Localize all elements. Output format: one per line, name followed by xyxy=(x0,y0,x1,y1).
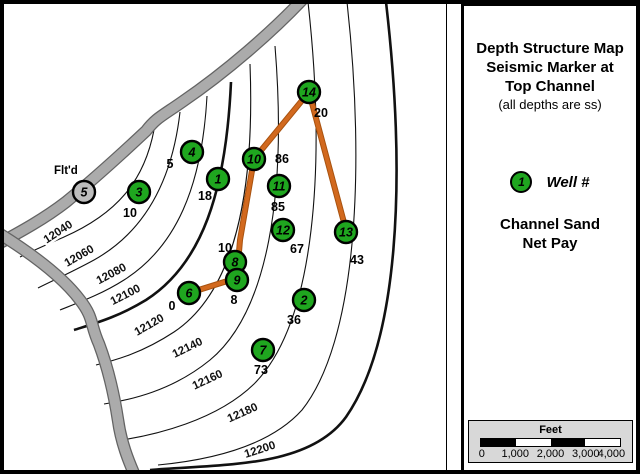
well-netpay-value: 18 xyxy=(198,189,212,203)
well-netpay-value: 86 xyxy=(275,152,289,166)
well-number: 10 xyxy=(247,153,261,167)
scale-segment xyxy=(585,439,620,446)
well-number: 9 xyxy=(234,274,241,288)
title-subtitle: (all depths are ss) xyxy=(498,97,602,112)
well-number: 4 xyxy=(188,146,196,160)
well-number: 1 xyxy=(215,173,222,187)
well-number: 3 xyxy=(136,186,143,200)
well-1: 118 xyxy=(198,166,231,203)
scale-segment xyxy=(550,439,586,446)
map-canvas: 1204012060120801210012120121401216012180… xyxy=(4,4,398,470)
contour-label: 12120 xyxy=(133,312,167,338)
contour-label: 12080 xyxy=(95,262,129,288)
channel-line xyxy=(306,89,349,233)
well-2: 236 xyxy=(287,287,317,327)
well-7: 773 xyxy=(250,337,276,377)
well-number: 8 xyxy=(232,256,239,270)
scale-units-label: Feet xyxy=(539,424,562,436)
well-netpay-value: 85 xyxy=(271,200,285,214)
well-8: 810 xyxy=(218,241,248,275)
netpay-line-2: Net Pay xyxy=(522,235,578,252)
scale-tick: 0 xyxy=(478,448,485,460)
legend-well-label: Well # xyxy=(546,173,590,191)
scale-bar: Feet 0 1,000 2,000 3,000 4,000 xyxy=(468,420,633,463)
legend-well-row: 1 Well # xyxy=(464,171,636,193)
main-fault xyxy=(4,4,307,248)
legend-netpay-label: Channel Sand Net Pay xyxy=(464,215,636,253)
well-netpay-value: 67 xyxy=(290,242,304,256)
map-title: Depth Structure Map Seismic Marker at To… xyxy=(464,39,636,113)
well-number: 5 xyxy=(81,186,89,200)
well-number: 11 xyxy=(273,180,286,194)
well-number: 7 xyxy=(260,344,268,358)
fault-annotation: Flt'd xyxy=(54,165,78,177)
well-symbol-icon: 1 xyxy=(510,171,533,193)
scale-tick: 4,000 xyxy=(597,448,626,460)
well-netpay-value: 43 xyxy=(350,253,364,267)
well-netpay-value: 10 xyxy=(218,241,232,255)
contour-12180: 12180 xyxy=(157,4,357,466)
contour-label: 12160 xyxy=(191,368,225,392)
well-netpay-value: 36 xyxy=(287,313,301,327)
scale-bar-segments xyxy=(480,438,621,447)
well-netpay-value: 5 xyxy=(167,157,174,171)
well-13: 13 43 xyxy=(333,219,364,267)
scale-tick: 2,000 xyxy=(536,448,565,460)
well-netpay-value: 73 xyxy=(254,363,268,377)
legend: 1 Well # Channel Sand Net Pay xyxy=(464,171,636,253)
contour-label: 12180 xyxy=(226,401,260,425)
well-4: 45 xyxy=(167,139,205,171)
scale-tick: 1,000 xyxy=(501,448,530,460)
scale-tick: 3,000 xyxy=(571,448,600,460)
scale-tick-labels: 0 1,000 2,000 3,000 4,000 xyxy=(478,448,625,461)
well-5: 5 xyxy=(71,179,97,205)
well-number: 6 xyxy=(186,287,194,301)
well-number: 14 xyxy=(302,86,316,100)
well-3: 310 xyxy=(123,179,152,220)
well-number: 12 xyxy=(276,224,290,238)
contour-label: 12140 xyxy=(171,336,205,361)
well-9: 98 xyxy=(224,267,250,307)
well-10: 10 86 xyxy=(241,146,289,172)
info-panel: Depth Structure Map Seismic Marker at To… xyxy=(461,4,636,470)
well-number: 13 xyxy=(339,226,353,240)
well-netpay-value: 8 xyxy=(231,293,238,307)
title-line-1: Depth Structure Map xyxy=(476,40,624,57)
well-netpay-value: 10 xyxy=(123,206,137,220)
well-netpay-value: 0 xyxy=(169,299,176,313)
well-6: 60 xyxy=(169,280,202,313)
netpay-line-1: Channel Sand xyxy=(499,216,600,233)
branch-fault xyxy=(4,229,140,470)
depth-structure-map-panel: 12040 12060 12080 12100 12120 12140 12160 12180… xyxy=(4,4,447,470)
title-line-2: Seismic Marker at xyxy=(486,59,614,76)
scale-segment xyxy=(481,439,516,446)
contour-label: 12060 xyxy=(63,243,97,269)
title-line-3: Top Channel xyxy=(505,78,595,95)
scale-segment xyxy=(515,439,551,446)
well-number: 2 xyxy=(300,294,308,308)
well-netpay-value: 20 xyxy=(314,106,328,120)
